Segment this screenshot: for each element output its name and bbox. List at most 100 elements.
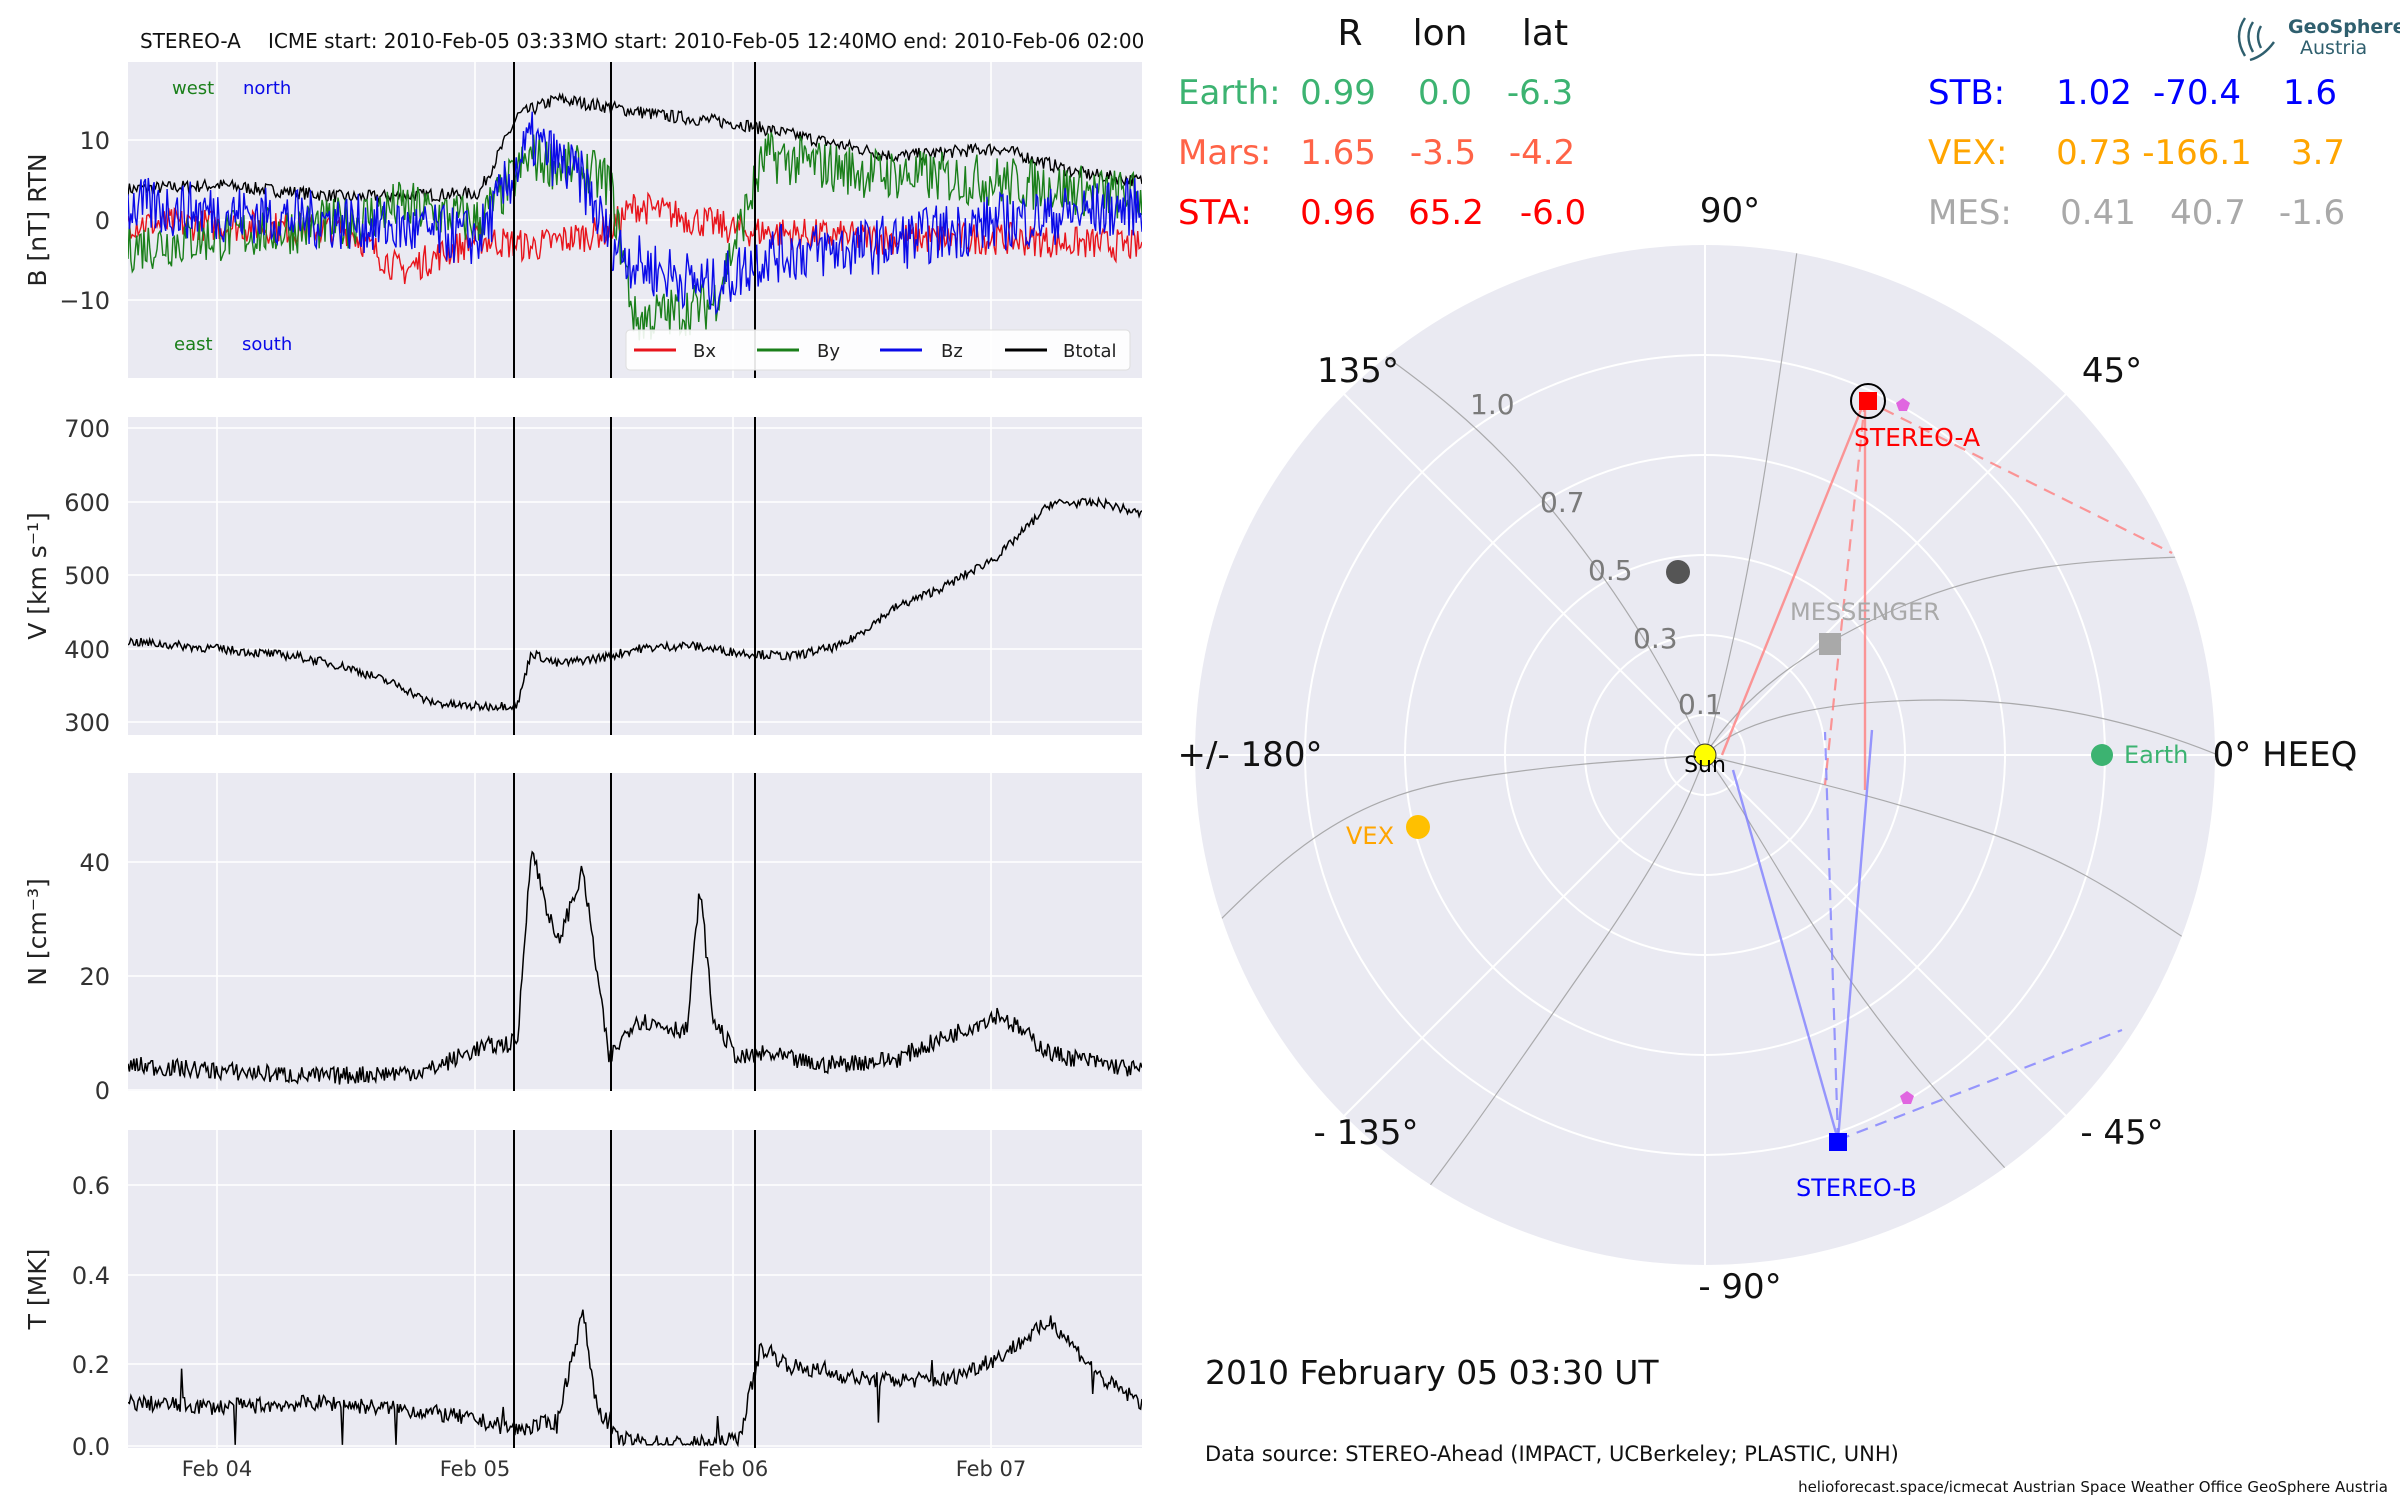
earth-lon: 0.0	[1418, 73, 1472, 113]
vex-r: 0.73	[2056, 133, 2132, 173]
b-tick-10: 10	[79, 127, 110, 155]
angle-label-135: 135°	[1317, 351, 1399, 391]
position-table-left: Earth: 0.99 0.0 -6.3 Mars: 1.65 -3.5 -4.…	[1178, 73, 1586, 233]
vex-lon: -166.1	[2142, 133, 2252, 173]
angle-label-m135: - 135°	[1314, 1113, 1419, 1153]
sta-name: STA:	[1178, 193, 1252, 233]
n-panel	[128, 773, 1142, 1091]
mars-lat: -4.2	[1509, 133, 1575, 173]
spacecraft-label: STEREO-A	[140, 29, 241, 53]
mars-r: 1.65	[1300, 133, 1376, 173]
sun-label: Sun	[1684, 753, 1726, 778]
logo-line1: GeoSphere	[2288, 16, 2400, 38]
t-tick-04: 0.4	[72, 1262, 110, 1290]
radial-label-0.5: 0.5	[1588, 554, 1633, 587]
header-lon: lon	[1413, 13, 1468, 54]
x-tick-feb04: Feb 04	[182, 1457, 253, 1481]
sta-pentagon-marker	[1896, 398, 1910, 411]
stb-lat: 1.6	[2283, 73, 2337, 113]
x-tick-feb06: Feb 06	[698, 1457, 769, 1481]
stb-marker	[1829, 1133, 1847, 1151]
v-tick-600: 600	[64, 489, 110, 517]
t-tick-02: 0.2	[72, 1351, 110, 1379]
stereo-a-label: STEREO-A	[1854, 423, 1980, 452]
geosphere-logo-icon	[2237, 17, 2275, 62]
n-tick-20: 20	[79, 963, 110, 991]
t-series	[128, 1309, 1142, 1448]
mars-name: Mars:	[1178, 133, 1271, 173]
angle-labels: 90° 45° 135° +/- 180° 0° HEEQ - 45° - 90…	[1178, 191, 2358, 1307]
stereo-b-label: STEREO-B	[1796, 1174, 1917, 1202]
messenger-label: MESSENGER	[1790, 598, 1940, 626]
t-tick-06: 0.6	[72, 1172, 110, 1200]
v-ylabel: V [km s⁻¹]	[23, 512, 52, 640]
radial-label-0.3: 0.3	[1633, 622, 1678, 655]
v-tick-700: 700	[64, 415, 110, 443]
n-tick-0: 0	[95, 1077, 110, 1105]
stb-name: STB:	[1928, 73, 2005, 113]
x-tick-labels: Feb 04 Feb 05 Feb 06 Feb 07	[182, 1457, 1027, 1481]
mes-lon: 40.7	[2170, 193, 2246, 233]
radial-label-0.1: 0.1	[1678, 688, 1723, 721]
series-line-bx	[128, 191, 1142, 285]
icme-start-label: ICME start: 2010-Feb-05 03:33	[268, 29, 574, 53]
x-tick-feb07: Feb 07	[956, 1457, 1027, 1481]
event-lines	[513, 62, 756, 1448]
n-ylabel: N [cm⁻³]	[23, 878, 52, 985]
vex-label: VEX	[1346, 822, 1394, 850]
south-label: south	[242, 334, 292, 355]
mo-start-label: MO start: 2010-Feb-05 12:40	[575, 29, 864, 53]
sta-marker	[1859, 392, 1877, 410]
legend-by: By	[817, 341, 840, 362]
series-line-n	[128, 850, 1142, 1085]
v-tick-500: 500	[64, 562, 110, 590]
mars-lon: -3.5	[1410, 133, 1476, 173]
sta-lat: -6.0	[1520, 193, 1586, 233]
radial-labels: 1.0 0.7 0.5 0.3 0.1	[1470, 388, 1723, 721]
mes-name: MES:	[1928, 193, 2012, 233]
y-axis-titles: B [nT] RTN V [km s⁻¹] N [cm⁻³] T [MK]	[23, 153, 52, 1330]
earth-lat: -6.3	[1507, 73, 1573, 113]
datetime-label: 2010 February 05 03:30 UT	[1205, 1353, 1659, 1392]
fov-lines	[1720, 399, 2173, 1142]
vex-lat: 3.7	[2291, 133, 2345, 173]
position-table-right: STB: 1.02 -70.4 1.6 VEX: 0.73 -166.1 3.7…	[1928, 73, 2345, 233]
position-table-headers: R lon lat	[1337, 13, 1568, 54]
radial-label-0.7: 0.7	[1540, 486, 1585, 519]
mo-end-label: MO end: 2010-Feb-06 02:00	[864, 29, 1144, 53]
messenger-marker	[1819, 633, 1841, 655]
v-tick-300: 300	[64, 709, 110, 737]
polar-grid	[1195, 245, 2215, 1265]
b-tick-0: 0	[95, 207, 110, 235]
angle-label-0: 0° HEEQ	[2213, 735, 2358, 775]
west-label: west	[172, 78, 214, 99]
b-legend: Bx By Bz Btotal	[625, 329, 1131, 371]
header-r: R	[1337, 13, 1362, 54]
legend-btotal: Btotal	[1063, 341, 1117, 362]
panel-grids	[128, 62, 1142, 1448]
sta-r: 0.96	[1300, 193, 1376, 233]
earth-name: Earth:	[1178, 73, 1281, 113]
t-tick-00: 0.0	[72, 1433, 110, 1461]
stb-r: 1.02	[2056, 73, 2132, 113]
sun-marker	[1693, 743, 1717, 767]
earth-marker	[2091, 744, 2113, 766]
vex-marker	[1406, 815, 1430, 839]
v-panel	[128, 417, 1142, 735]
credits-label: helioforecast.space/icmecat Austrian Spa…	[1798, 1478, 2388, 1496]
sta-ring	[1850, 383, 1886, 419]
v-series	[128, 496, 1142, 713]
north-label: north	[243, 78, 291, 99]
geosphere-logo: GeoSphere Austria	[2237, 16, 2400, 62]
b-ylabel: B [nT] RTN	[23, 153, 52, 286]
angle-label-45: 45°	[2082, 351, 2142, 391]
stb-pentagon-marker	[1900, 1091, 1914, 1104]
series-line-t	[128, 1309, 1142, 1448]
stb-lon: -70.4	[2153, 73, 2241, 113]
t-ylabel: T [MK]	[23, 1249, 52, 1331]
legend-bz: Bz	[941, 341, 963, 362]
header-lat: lat	[1522, 13, 1568, 54]
data-source-label: Data source: STEREO-Ahead (IMPACT, UCBer…	[1205, 1442, 1899, 1466]
